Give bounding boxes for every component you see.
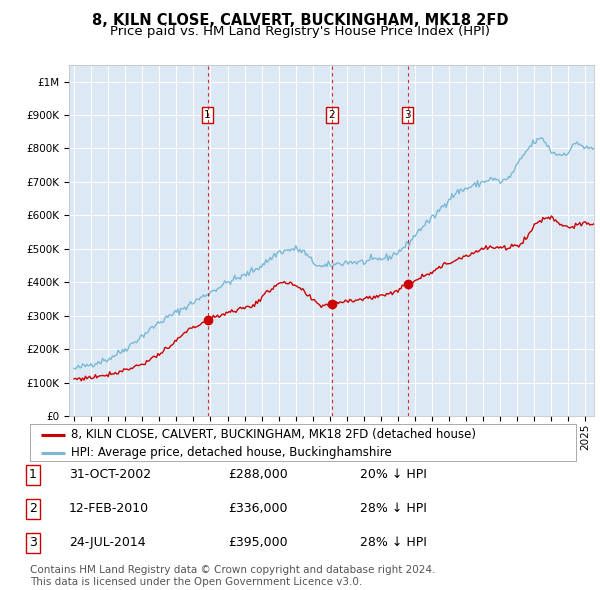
Text: 1: 1	[204, 110, 211, 120]
Text: 3: 3	[404, 110, 411, 120]
Text: 2: 2	[329, 110, 335, 120]
Text: 24-JUL-2014: 24-JUL-2014	[69, 536, 146, 549]
Text: 8, KILN CLOSE, CALVERT, BUCKINGHAM, MK18 2FD: 8, KILN CLOSE, CALVERT, BUCKINGHAM, MK18…	[92, 13, 508, 28]
Text: 31-OCT-2002: 31-OCT-2002	[69, 468, 151, 481]
Text: 28% ↓ HPI: 28% ↓ HPI	[360, 502, 427, 515]
Text: 12-FEB-2010: 12-FEB-2010	[69, 502, 149, 515]
Text: HPI: Average price, detached house, Buckinghamshire: HPI: Average price, detached house, Buck…	[71, 446, 392, 460]
Text: Price paid vs. HM Land Registry's House Price Index (HPI): Price paid vs. HM Land Registry's House …	[110, 25, 490, 38]
Text: 20% ↓ HPI: 20% ↓ HPI	[360, 468, 427, 481]
Text: Contains HM Land Registry data © Crown copyright and database right 2024.
This d: Contains HM Land Registry data © Crown c…	[30, 565, 436, 587]
Text: £288,000: £288,000	[228, 468, 288, 481]
Text: £395,000: £395,000	[228, 536, 287, 549]
Text: 28% ↓ HPI: 28% ↓ HPI	[360, 536, 427, 549]
Text: 3: 3	[29, 536, 37, 549]
Text: 8, KILN CLOSE, CALVERT, BUCKINGHAM, MK18 2FD (detached house): 8, KILN CLOSE, CALVERT, BUCKINGHAM, MK18…	[71, 428, 476, 441]
Text: 1: 1	[29, 468, 37, 481]
Text: £336,000: £336,000	[228, 502, 287, 515]
Text: 2: 2	[29, 502, 37, 515]
